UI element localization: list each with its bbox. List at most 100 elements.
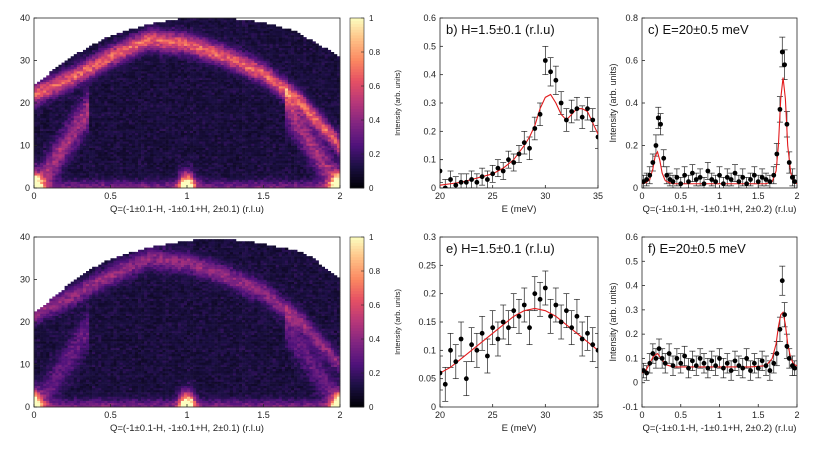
heatmap-cell [110, 107, 114, 110]
heatmap-cell [49, 94, 53, 97]
heatmap-cell [116, 81, 120, 85]
heatmap-cell [187, 162, 191, 165]
heatmap-cell [37, 158, 41, 161]
heatmap-cell [190, 147, 194, 151]
heatmap-cell [205, 83, 209, 87]
heatmap-cell [79, 77, 84, 80]
heatmap-cell [95, 120, 99, 123]
heatmap-cell [187, 175, 191, 178]
heatmap-cell [156, 69, 160, 72]
heatmap-cell [134, 105, 139, 108]
heatmap-cell [193, 149, 197, 153]
heatmap-cell [141, 103, 145, 106]
heatmap-cell [217, 96, 221, 100]
heatmap-cell [107, 45, 111, 49]
heatmap-cell [76, 162, 81, 165]
heatmap-cell [187, 88, 191, 91]
heatmap-cell [113, 175, 117, 178]
heatmap-cell [67, 103, 72, 106]
heatmap-cell [113, 81, 117, 85]
heatmap-cell [174, 58, 179, 61]
heatmap-cell [150, 143, 154, 146]
heatmap-cell [79, 128, 84, 131]
heatmap-cell [95, 143, 99, 146]
heatmap-cell [76, 160, 81, 163]
heatmap-cell [113, 45, 117, 49]
heatmap-cell [235, 79, 240, 83]
heatmap-cell [34, 166, 38, 170]
heatmap-cell [58, 132, 62, 136]
heatmap-cell [89, 96, 93, 100]
heatmap-cell [202, 160, 206, 163]
heatmap-cell [174, 149, 179, 153]
heatmap-cell [107, 130, 111, 134]
heatmap-cell [147, 122, 151, 125]
heatmap-cell [113, 173, 117, 176]
heatmap-cell [183, 177, 188, 180]
heatmap-cell [73, 75, 78, 78]
heatmap-cell [147, 54, 151, 57]
heatmap-cell [190, 88, 194, 91]
heatmap-cell [119, 45, 124, 49]
heatmap-cell [159, 166, 163, 170]
heatmap-cell [168, 35, 172, 38]
heatmap-cell [214, 79, 218, 83]
heatmap-cell [101, 98, 105, 102]
heatmap-cell [95, 60, 99, 63]
heatmap-cell [245, 111, 249, 114]
heatmap-cell [92, 71, 96, 74]
heatmap-cell [89, 154, 93, 157]
heatmap-cell [138, 160, 142, 163]
heatmap-cell [101, 158, 105, 161]
heatmap-cell [46, 156, 50, 159]
heatmap-cell [174, 113, 179, 117]
heatmap-cell [144, 54, 148, 57]
heatmap-cell [171, 41, 176, 44]
heatmap-cell [67, 73, 72, 76]
heatmap-cell [40, 103, 44, 106]
heatmap-cell [165, 117, 169, 121]
heatmap-cell [211, 88, 215, 91]
heatmap-cell [138, 90, 142, 93]
heatmap-cell [193, 154, 197, 157]
heatmap-cell [220, 130, 225, 134]
heatmap-cell [162, 35, 166, 38]
heatmap-cell [128, 181, 133, 185]
heatmap-cell [193, 168, 197, 172]
heatmap-cell [193, 64, 197, 68]
heatmap-cell [34, 100, 38, 104]
heatmap-cell [43, 141, 47, 144]
heatmap-cell [144, 88, 148, 91]
heatmap-cell [232, 94, 237, 97]
heatmap-cell [82, 88, 87, 91]
heatmap-cell [165, 47, 169, 51]
heatmap-cell [110, 162, 114, 165]
heatmap-cell [165, 71, 169, 74]
heatmap-cell [159, 122, 163, 125]
heatmap-cell [229, 98, 234, 102]
heatmap-cell [125, 47, 130, 51]
heatmap-cell [156, 181, 160, 185]
heatmap-cell [156, 171, 160, 174]
heatmap-cell [232, 151, 237, 155]
heatmap-cell [174, 20, 179, 23]
heatmap-cell [122, 39, 127, 42]
heatmap-cell [239, 160, 243, 163]
heatmap-cell [190, 107, 194, 110]
heatmap-cell [174, 145, 179, 148]
heatmap-cell [180, 75, 185, 78]
heatmap-cell [131, 168, 136, 172]
heatmap-cell [110, 117, 114, 121]
heatmap-cell [46, 175, 50, 178]
heatmap-cell [159, 145, 163, 148]
heatmap-cell [119, 115, 124, 119]
heatmap-cell [193, 183, 197, 187]
heatmap-cell [235, 164, 240, 168]
heatmap-cell [177, 132, 182, 136]
heatmap-cell [122, 86, 127, 89]
heatmap-cell [214, 52, 218, 55]
heatmap-cell [232, 149, 237, 153]
heatmap-cell [180, 130, 185, 134]
heatmap-cell [223, 132, 228, 136]
heatmap-cell [52, 151, 56, 155]
